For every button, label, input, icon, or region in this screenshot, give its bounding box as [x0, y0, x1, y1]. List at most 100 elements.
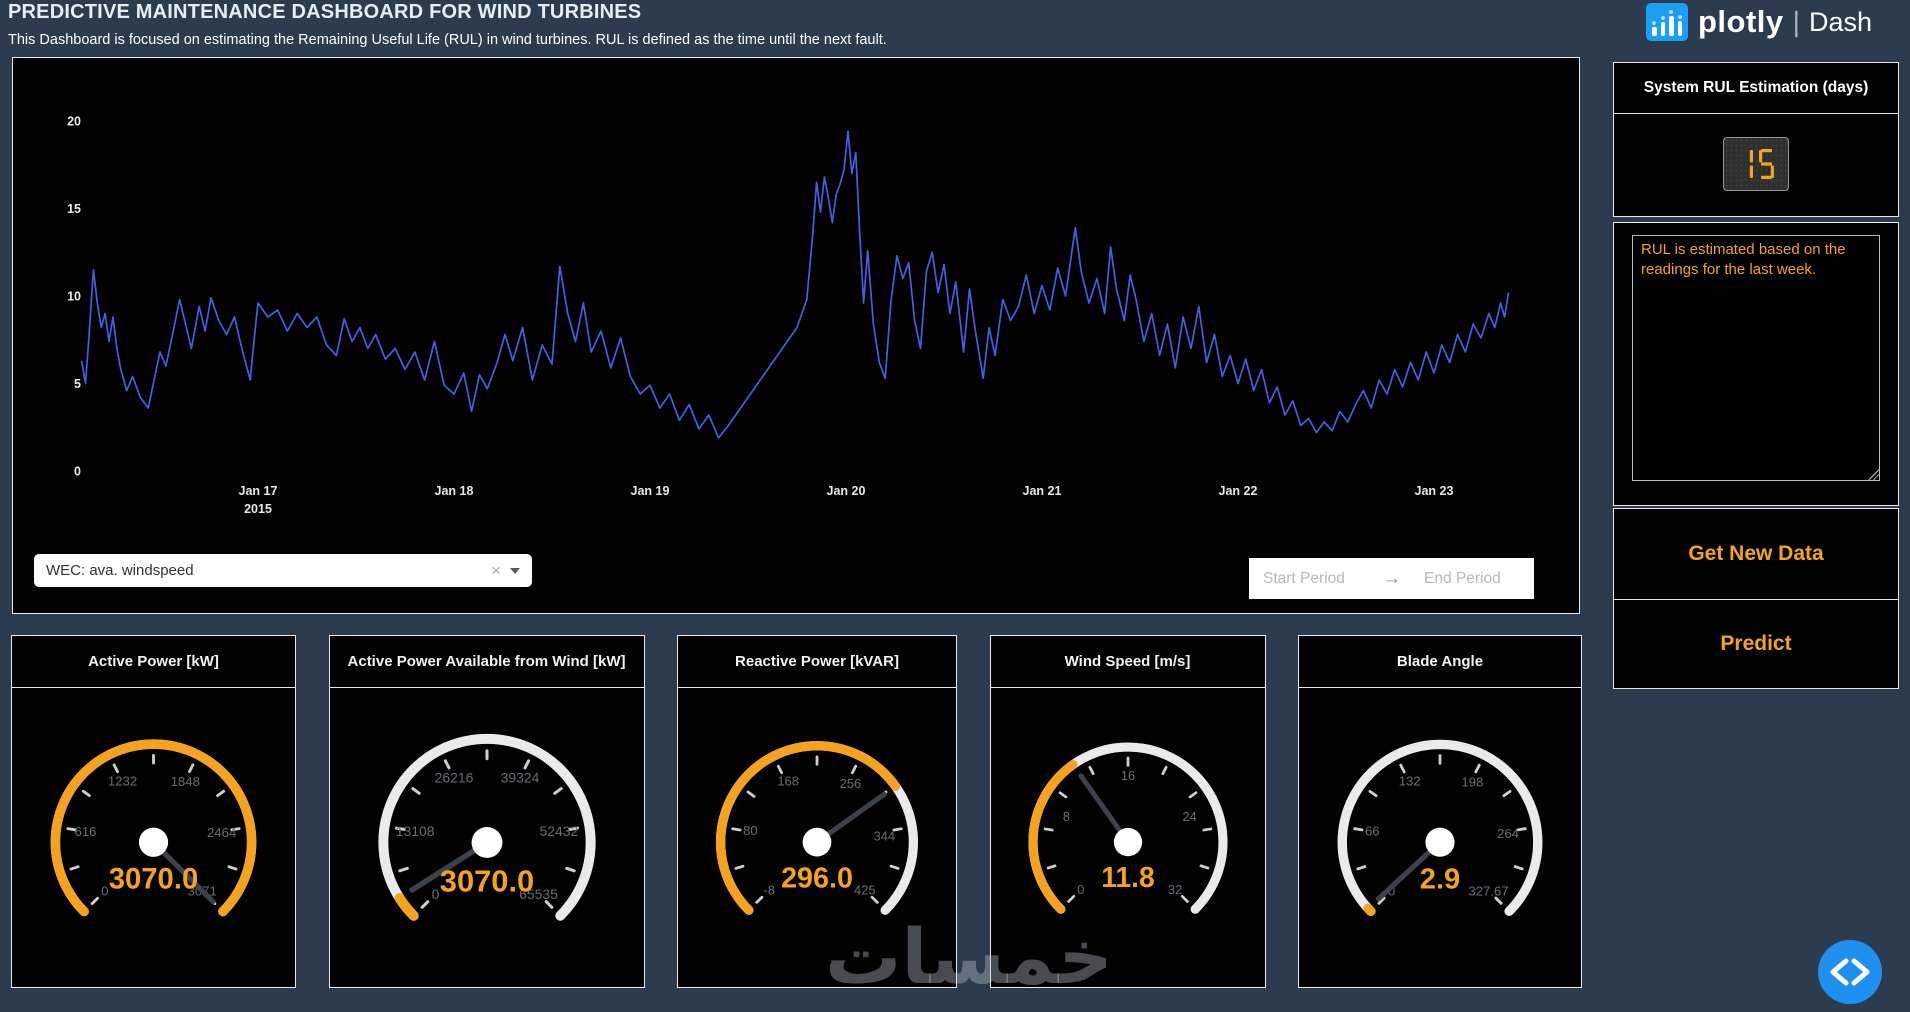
gauge-tick [889, 864, 900, 870]
gauge-tick-label: 24 [1182, 809, 1196, 824]
plotly-logo-icon [1646, 3, 1688, 41]
gauge-tick [69, 865, 80, 871]
gauge-value-label: 296.0 [781, 863, 853, 895]
gauge-tick-label: 65535 [519, 886, 558, 902]
gauge-tick-label: 0 [1388, 883, 1395, 898]
x-tick-label: Jan 17 [239, 484, 278, 498]
gauge-tick [394, 826, 406, 831]
gauge-value-arc [1363, 903, 1376, 917]
gauge-tick [1377, 896, 1386, 905]
gauge-tick [1199, 864, 1209, 870]
end-period-input[interactable] [1424, 569, 1520, 588]
gauge-tick [1058, 791, 1067, 799]
led-segment [1761, 149, 1772, 153]
predict-button[interactable]: Predict [1614, 600, 1898, 688]
gauge-tick-label: 39324 [500, 770, 539, 786]
gauge-value-label: 11.8 [1101, 861, 1155, 893]
predict-panel[interactable]: Predict [1613, 599, 1899, 689]
gauge-tick [1160, 765, 1168, 776]
gauge-title: Reactive Power [kVAR] [678, 636, 956, 688]
gauge-tick [112, 763, 119, 774]
rul-note-textarea[interactable]: RUL is estimated based on the readings f… [1632, 235, 1880, 481]
led-segment [1761, 175, 1772, 179]
y-tick-label: 0 [74, 465, 81, 479]
gauge-tick-label: 0 [101, 884, 108, 899]
gauge-tick [731, 827, 742, 832]
gauge-tick [1180, 894, 1189, 903]
gauge-hub [138, 827, 169, 857]
gauge-tick [567, 826, 579, 831]
gauge-dial: 0 8 16 24 32 11.8 [1027, 742, 1228, 914]
gauge-row: Active Power [kW]06161232184824643071307… [11, 635, 1582, 988]
led-segment [1749, 165, 1753, 178]
gauge-tick-label: 344 [874, 828, 896, 843]
led-segment [1761, 162, 1772, 166]
gauge-tick-label: 26216 [434, 770, 473, 786]
gauge-value-arc [50, 739, 257, 917]
gauge-tick-label: 256 [840, 776, 862, 791]
start-period-input[interactable] [1263, 569, 1359, 588]
gauge-tick [216, 789, 226, 798]
plotly-brand-text: plotly [1698, 4, 1784, 39]
led-segment [1759, 150, 1763, 163]
logo-bar-column [1677, 15, 1682, 36]
rul-note-panel: RUL is estimated based on the readings f… [1613, 222, 1899, 506]
date-range-picker[interactable]: → [1249, 558, 1534, 599]
chevron-down-icon[interactable] [510, 567, 520, 574]
gauge-tick-label: 52432 [539, 823, 578, 839]
dropdown-clear-icon[interactable]: × [491, 560, 501, 580]
x-tick-label: Jan 22 [1219, 484, 1258, 498]
gauge-track-arc [377, 733, 596, 921]
gauge-tick [1046, 864, 1056, 870]
gauge-panel-2: Reactive Power [kVAR] -8 80 168 256 344 425 296… [677, 635, 957, 988]
windspeed-series-line [80, 130, 1510, 439]
gauge-tick [746, 790, 756, 798]
gauge-tick [90, 896, 99, 905]
gauge-tick [397, 866, 409, 873]
x-tick-label: Jan 18 [435, 484, 474, 498]
gauge-tick-label: 1848 [171, 774, 200, 789]
gauge-tick [776, 764, 784, 775]
gauge-tick [1188, 791, 1197, 799]
x-tick-label: Jan 19 [631, 484, 670, 498]
gauge-value-arc [716, 741, 901, 915]
windspeed-line-chart[interactable]: 0 5 10 15 20 Jan 17 2015 Jan 18 Jan 19 Jan 20 Jan … [13, 58, 1579, 613]
gauge-hub [1113, 827, 1142, 857]
gauge-tick-label: 168 [777, 774, 799, 789]
x-tick-label: Jan 20 [827, 484, 866, 498]
gauge-tick-label: 616 [75, 824, 97, 839]
gauge-tick [850, 764, 858, 775]
get-new-data-panel[interactable]: Get New Data [1613, 508, 1899, 600]
gauge-tick [410, 787, 421, 795]
logo-bar-column [1669, 10, 1674, 36]
y-tick-label: 10 [67, 290, 81, 304]
rul-panel-title: System RUL Estimation (days) [1614, 63, 1898, 114]
gauge-tick [1494, 896, 1503, 905]
rul-led-display [1723, 137, 1789, 191]
led-segment [1770, 165, 1774, 178]
gauge-tick-label: 264 [1497, 826, 1519, 841]
signal-select-dropdown[interactable]: WEC: ava. windspeed × [34, 554, 532, 587]
show-code-button[interactable] [1818, 940, 1882, 1004]
gauge-tick-label: 0 [431, 886, 439, 902]
led-segment [1749, 150, 1753, 163]
get-new-data-button[interactable]: Get New Data [1614, 509, 1898, 599]
gauge-tick-label: 2464 [207, 825, 236, 840]
gauge-tick-label: 0 [1077, 882, 1084, 897]
gauge-dial: 061612321848246430713070.0 [50, 739, 257, 917]
right-arrow-icon: → [1382, 567, 1401, 589]
gauge-tick [544, 900, 553, 909]
gauge-title: Active Power [kW] [12, 636, 295, 688]
gauge-tick-label: -8 [763, 883, 775, 898]
gauge-tick [755, 895, 764, 904]
gauge-tick [1043, 827, 1054, 832]
gauge-tick [1513, 865, 1524, 871]
timeseries-chart-panel: 0 5 10 15 20 Jan 17 2015 Jan 18 Jan 19 Jan 20 Jan … [12, 57, 1580, 614]
gauge-tick [420, 900, 429, 909]
y-tick-label: 20 [67, 115, 81, 129]
gauge-tick-label: 327.67 [1468, 883, 1508, 898]
gauge-tick [1516, 827, 1527, 832]
gauge-tick [1474, 763, 1481, 774]
